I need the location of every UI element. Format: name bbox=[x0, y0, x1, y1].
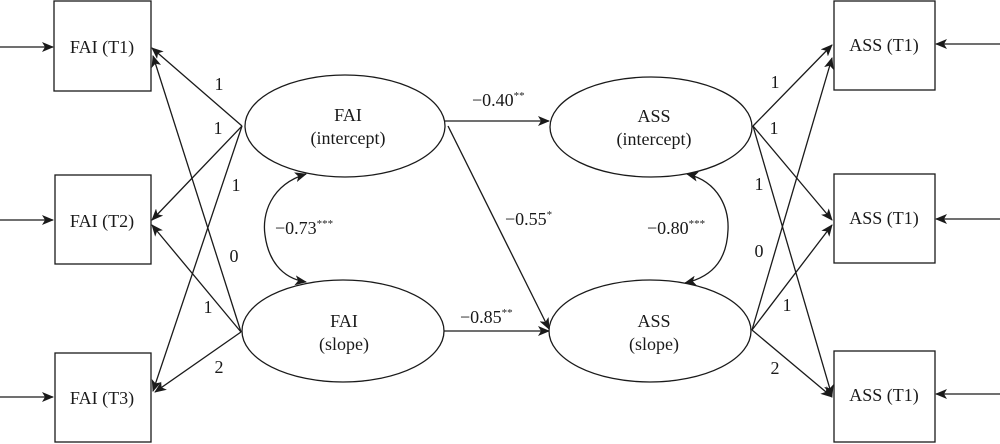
coef-fai-int-ass-slope: −0.55* bbox=[505, 209, 552, 229]
loading-label: 2 bbox=[771, 358, 780, 378]
loading-label: 1 bbox=[215, 74, 224, 94]
observed-ass-3: ASS (T1) bbox=[833, 350, 936, 443]
loading-label: 1 bbox=[214, 118, 223, 138]
svg-text:FAI: FAI bbox=[334, 105, 362, 125]
observed-fai-t1: FAI (T1) bbox=[53, 0, 152, 92]
svg-text:(slope): (slope) bbox=[319, 334, 369, 355]
coef-fai-int-ass-int: −0.40** bbox=[472, 90, 525, 110]
loading-label: 1 bbox=[755, 174, 764, 194]
observed-ass-1: ASS (T1) bbox=[833, 0, 936, 91]
loading-label: 1 bbox=[232, 175, 241, 195]
covariance-ass bbox=[684, 171, 729, 286]
loading-label: 1 bbox=[783, 295, 792, 315]
latent-ass-intercept: ASS (intercept) bbox=[549, 76, 753, 178]
loading-label: 0 bbox=[755, 241, 764, 261]
svg-text:(intercept): (intercept) bbox=[617, 129, 692, 150]
latent-fai-slope: FAI (slope) bbox=[241, 279, 445, 383]
coef-fai-slope-ass-slope: −0.85** bbox=[460, 307, 513, 327]
svg-text:ASS (T1): ASS (T1) bbox=[849, 35, 919, 56]
loadings-left bbox=[151, 47, 243, 393]
cov-fai-label: −0.73*** bbox=[275, 218, 333, 238]
latent-ass-slope: ASS (slope) bbox=[548, 279, 752, 383]
observed-ass-2: ASS (T1) bbox=[833, 173, 936, 264]
loading-label: 0 bbox=[230, 246, 239, 266]
svg-text:ASS (T1): ASS (T1) bbox=[849, 385, 919, 406]
cov-ass-label: −0.80*** bbox=[647, 218, 705, 238]
observed-fai-t3: FAI (T3) bbox=[54, 352, 152, 443]
loading-label: 1 bbox=[770, 118, 779, 138]
svg-text:ASS: ASS bbox=[637, 311, 670, 331]
loading-label: 1 bbox=[771, 72, 780, 92]
path-fai-int-ass-slope bbox=[447, 125, 550, 330]
svg-text:FAI (T2): FAI (T2) bbox=[70, 211, 134, 232]
svg-text:ASS: ASS bbox=[637, 106, 670, 126]
observed-fai-t2: FAI (T2) bbox=[54, 174, 152, 265]
loadings-right bbox=[751, 44, 834, 398]
svg-text:(intercept): (intercept) bbox=[311, 128, 386, 149]
loading-label: 1 bbox=[204, 297, 213, 317]
svg-text:FAI (T1): FAI (T1) bbox=[70, 37, 134, 58]
svg-text:ASS (T1): ASS (T1) bbox=[849, 208, 919, 229]
latent-fai-intercept: FAI (intercept) bbox=[244, 74, 446, 178]
covariance-fai bbox=[263, 172, 307, 286]
svg-text:(slope): (slope) bbox=[629, 334, 679, 355]
svg-text:FAI (T3): FAI (T3) bbox=[70, 388, 134, 409]
svg-text:FAI: FAI bbox=[330, 311, 358, 331]
loading-label: 2 bbox=[215, 357, 224, 377]
